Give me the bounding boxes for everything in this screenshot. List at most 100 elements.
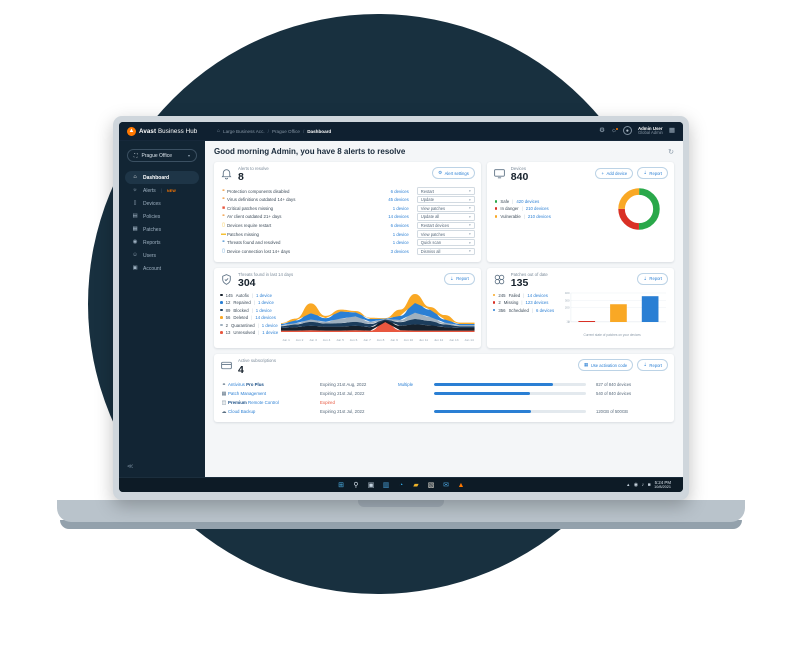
sidebar-item-policies[interactable]: ▤ Policies xyxy=(125,210,199,223)
alert-action-select[interactable]: View patches ▾ xyxy=(416,204,475,212)
alert-device-count[interactable]: 1 device xyxy=(392,205,409,211)
widgets-icon[interactable]: ▥ xyxy=(382,482,390,489)
alert-action-select[interactable]: View patches ▾ xyxy=(416,230,475,238)
legend-devices[interactable]: 1 device xyxy=(261,322,278,328)
legend-devices[interactable]: 1 device xyxy=(255,307,272,313)
wifi-icon[interactable]: ◉ xyxy=(633,481,639,488)
home-icon[interactable]: ⌂ xyxy=(217,128,221,134)
task-view-icon[interactable]: ▣ xyxy=(367,482,375,489)
legend-value[interactable]: 210 devices xyxy=(527,213,551,219)
battery-icon[interactable]: ■ xyxy=(647,481,651,488)
alert-row: ▯ Device connection lost 14+ days 3 devi… xyxy=(220,247,475,256)
mail-icon[interactable]: ✉ xyxy=(443,482,449,489)
legend-devices[interactable]: 14 devices xyxy=(527,292,548,298)
gear-icon[interactable]: ⚙ xyxy=(599,126,605,134)
legend-value[interactable]: 210 devices xyxy=(525,206,549,212)
sidebar-item-alerts[interactable]: ☼ Alerts | NEW xyxy=(125,184,199,197)
subscriptions-report-button[interactable]: ⇣ Report xyxy=(637,359,668,372)
patches-card-actions: ⇣ Report xyxy=(637,272,668,285)
subscription-multiple-link[interactable]: Multiple xyxy=(398,382,414,388)
alert-device-count[interactable]: 3 devices xyxy=(390,248,409,254)
avatar-icon[interactable]: ● xyxy=(622,126,632,136)
chevron-up-icon[interactable]: ▲ xyxy=(626,482,631,488)
chevron-down-icon: ▾ xyxy=(468,249,471,254)
alert-action-select[interactable]: Update all ▾ xyxy=(416,213,475,221)
subscription-name[interactable]: Cloud Backup xyxy=(228,409,256,415)
subscription-name-bold: Pro Plus xyxy=(246,382,264,388)
breadcrumb-item-0[interactable]: Large Business Acc. xyxy=(223,128,265,134)
legend-devices[interactable]: 1 device xyxy=(262,330,279,336)
sidebar-item-devices[interactable]: ▯ Devices xyxy=(125,197,199,210)
alert-settings-button[interactable]: ⚙ Alert settings xyxy=(432,167,475,179)
legend-value: 245 xyxy=(498,292,506,298)
avast-icon[interactable]: ▲ xyxy=(457,481,465,489)
alert-label: Device connection lost 14+ days xyxy=(227,248,291,254)
legend-devices[interactable]: 1 device xyxy=(256,292,273,298)
legend-devices[interactable]: 1 device xyxy=(257,300,274,306)
dashboard-row-2: Threats found in last 14 days 304 ⇣ Repo… xyxy=(214,267,674,349)
user-name: Admin User xyxy=(637,126,663,132)
microsoft-store-icon[interactable]: ▧ xyxy=(427,482,435,489)
breadcrumb-item-1[interactable]: Prague Office xyxy=(271,128,300,134)
subscriptions-card-actions: ▦ Use activation code ⇣ Report xyxy=(578,359,668,372)
alert-device-count[interactable]: 45 devices xyxy=(388,197,409,203)
legend-color-dot xyxy=(220,331,223,334)
remote-icon: ◫ xyxy=(221,399,227,406)
search-icon[interactable]: ⚲ xyxy=(353,482,359,489)
alert-device-count[interactable]: 6 devices xyxy=(390,222,409,228)
bell-icon[interactable]: ☼ xyxy=(610,126,619,134)
sidebar-item-reports[interactable]: ◉ Reports xyxy=(125,236,199,249)
alert-action-select[interactable]: Dismiss all ▾ xyxy=(416,247,475,255)
legend-value[interactable]: 420 devices xyxy=(516,198,540,204)
alert-action-select[interactable]: Update ▾ xyxy=(416,195,475,204)
threats-report-button[interactable]: ⇣ Report xyxy=(444,272,475,285)
legend-devices[interactable]: 123 devices xyxy=(525,300,549,306)
volume-icon[interactable]: ♪ xyxy=(641,481,645,488)
office-selector[interactable]: ⛶ Prague Office ▾ xyxy=(127,149,197,162)
collapse-left-icon[interactable]: ≪ xyxy=(127,464,134,470)
taskbar-clock[interactable]: 5:24 PM 10/8/2021 xyxy=(654,480,671,489)
alert-device-count[interactable]: 1 device xyxy=(392,231,409,237)
legend-color-dot xyxy=(492,301,496,304)
legend-item: 2 Missing | 123 devices xyxy=(492,299,554,307)
use-activation-code-button[interactable]: ▦ Use activation code xyxy=(578,359,634,372)
start-icon[interactable]: ⊞ xyxy=(338,482,344,489)
alert-device-count[interactable]: 6 devices xyxy=(390,188,409,194)
patches-report-button[interactable]: ⇣ Report xyxy=(637,272,668,285)
subscription-name[interactable]: Antivirus Pro Plus xyxy=(228,382,320,387)
legend-color-dot xyxy=(494,214,498,218)
patches-card-header: Patches out of date 135 ⇣ Report xyxy=(493,272,668,290)
file-explorer-icon[interactable]: ▰ xyxy=(413,482,419,489)
legend-item: Vulnerable | 210 devices xyxy=(494,213,551,221)
subscription-name[interactable]: Patch Management xyxy=(228,391,267,397)
add-device-button[interactable]: + Add device xyxy=(595,167,634,179)
legend-color-dot xyxy=(494,199,498,203)
edge-icon[interactable]: ◔ xyxy=(398,481,404,489)
user-info[interactable]: Admin User Global Admin xyxy=(638,126,663,136)
subscription-progress-bar xyxy=(434,401,586,404)
sidebar-item-patches[interactable]: ▦ Patches xyxy=(125,223,199,236)
devices-card-header: Devices 840 + Add device xyxy=(493,166,668,184)
legend-devices[interactable]: 14 devices xyxy=(255,315,276,321)
alert-action-select[interactable]: Restart ▾ xyxy=(416,187,475,195)
alert-action-select[interactable]: Restart devices ▾ xyxy=(416,221,475,230)
refresh-icon[interactable]: ↻ xyxy=(668,148,674,156)
alert-action-label: Update xyxy=(420,197,434,203)
axis-tick-label: Jun 7 xyxy=(363,338,371,343)
alert-device-count[interactable]: 1 device xyxy=(392,240,409,246)
brand-logo-group[interactable]: ▲ Avast Business Hub xyxy=(119,126,211,136)
divider: | xyxy=(253,300,255,306)
subscription-usage: 540 of 840 devices xyxy=(596,391,632,397)
devices-report-button[interactable]: ⇣ Report xyxy=(637,167,668,179)
alert-device-count[interactable]: 14 devices xyxy=(388,214,409,220)
apps-grid-icon[interactable]: ▦ xyxy=(668,126,675,134)
devices-donut-chart: Safe | 420 devices In danger | xyxy=(493,186,668,232)
sidebar-item-account[interactable]: ▣ Account xyxy=(125,262,199,275)
laptop-screen: ▲ Avast Business Hub ⌂ Large Business Ac… xyxy=(119,122,683,492)
alert-action-select[interactable]: Quick scan ▾ xyxy=(416,238,475,247)
sidebar-item-dashboard[interactable]: ⌂ Dashboard xyxy=(125,171,199,184)
legend-devices[interactable]: 6 devices xyxy=(536,307,555,313)
subscription-name[interactable]: Premium Remote Control xyxy=(228,400,320,405)
sidebar-item-users[interactable]: ☺ Users xyxy=(125,249,199,262)
